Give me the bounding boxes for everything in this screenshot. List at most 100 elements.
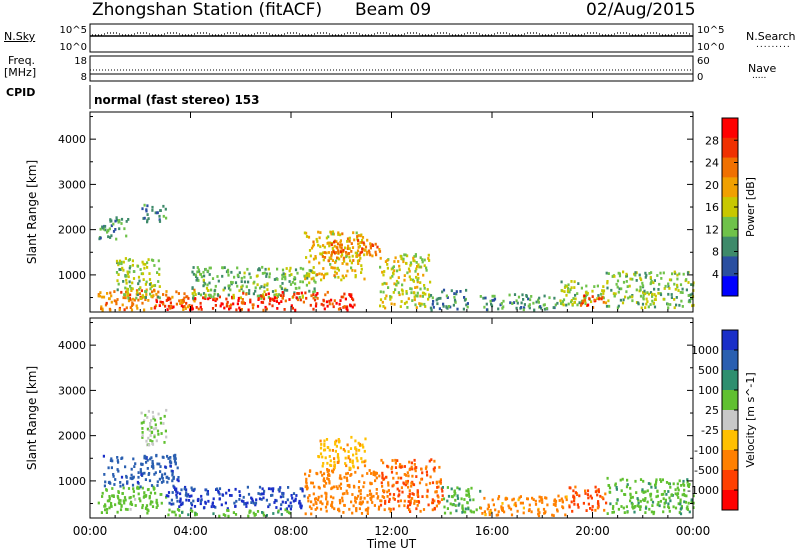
- data-cell: [126, 508, 129, 511]
- data-cell: [125, 290, 128, 294]
- data-cell: [255, 274, 258, 278]
- data-patch: [479, 494, 568, 518]
- data-cell: [155, 300, 158, 304]
- data-cell: [327, 259, 330, 263]
- data-cell: [299, 502, 302, 506]
- data-cell: [141, 260, 144, 264]
- data-cell: [137, 471, 140, 474]
- data-cell: [651, 504, 654, 507]
- data-cell: [412, 493, 415, 496]
- data-cell: [491, 299, 494, 302]
- data-cell: [348, 466, 351, 470]
- data-cell: [409, 501, 412, 505]
- data-cell: [348, 247, 351, 250]
- data-cell: [636, 504, 639, 508]
- data-cell: [134, 498, 137, 501]
- data-cell: [186, 295, 189, 299]
- data-cell: [651, 292, 654, 296]
- data-cell: [403, 465, 406, 468]
- data-cell: [322, 276, 325, 280]
- data-cell: [203, 274, 206, 278]
- data-cell: [359, 501, 362, 504]
- data-cell: [382, 290, 385, 294]
- data-cell: [175, 302, 178, 306]
- data-cell: [280, 300, 283, 303]
- data-cell: [149, 502, 152, 506]
- data-cell: [317, 243, 320, 247]
- colorbar-swatch: [722, 118, 738, 139]
- data-cell: [148, 278, 152, 281]
- data-cell: [227, 293, 230, 297]
- data-cell: [677, 289, 680, 292]
- data-cell: [326, 242, 329, 245]
- data-cell: [465, 303, 468, 307]
- data-cell: [664, 498, 667, 502]
- data-cell: [407, 297, 410, 301]
- data-cell: [376, 245, 379, 249]
- data-cell: [319, 470, 322, 474]
- data-cell: [375, 488, 378, 491]
- data-cell: [339, 482, 343, 486]
- data-cell: [574, 491, 577, 494]
- data-cell: [314, 295, 317, 299]
- data-cell: [501, 508, 504, 512]
- data-cell: [584, 291, 588, 294]
- data-cell: [500, 506, 503, 510]
- data-cell: [351, 493, 354, 496]
- data-cell: [590, 300, 593, 304]
- data-cell: [672, 482, 675, 486]
- data-cell: [213, 289, 216, 293]
- data-cell: [307, 272, 310, 276]
- data-cell: [358, 442, 361, 446]
- data-cell: [676, 482, 679, 486]
- data-cell: [389, 507, 392, 511]
- data-cell: [190, 503, 194, 507]
- data-cell: [559, 299, 562, 303]
- data-cell: [308, 249, 312, 252]
- data-cell: [667, 285, 670, 288]
- data-cell: [149, 287, 152, 291]
- data-cell: [389, 276, 392, 280]
- data-cell: [145, 460, 148, 464]
- data-cell: [281, 500, 284, 504]
- data-cell: [647, 292, 650, 296]
- data-cell: [654, 298, 657, 301]
- data-cell: [230, 494, 233, 497]
- data-cell: [364, 437, 367, 441]
- data-cell: [108, 499, 111, 502]
- data-cell: [116, 468, 119, 471]
- data-cell: [374, 242, 377, 246]
- data-cell: [141, 427, 144, 430]
- data-cell: [566, 289, 570, 293]
- data-cell: [191, 306, 194, 310]
- data-cell: [145, 293, 148, 296]
- data-cell: [336, 267, 339, 270]
- data-cell: [271, 493, 274, 497]
- data-cell: [167, 491, 171, 494]
- data-cell: [142, 421, 145, 424]
- data-cell: [373, 471, 376, 475]
- data-cell: [131, 287, 134, 291]
- data-cell: [353, 238, 356, 242]
- data-cell: [277, 509, 280, 513]
- data-cell: [322, 251, 325, 255]
- data-cell: [619, 478, 622, 482]
- data-cell: [167, 457, 170, 460]
- data-cell: [170, 502, 173, 506]
- data-cell: [316, 297, 319, 300]
- data-cell: [265, 498, 268, 502]
- data-cell: [192, 499, 195, 503]
- data-cell: [123, 227, 126, 231]
- data-cell: [149, 292, 152, 296]
- data-cell: [656, 274, 659, 277]
- data-cell: [117, 282, 120, 286]
- data-cell: [387, 489, 390, 492]
- data-cell: [378, 474, 381, 478]
- data-cell: [238, 271, 241, 275]
- data-cell: [336, 455, 339, 459]
- data-cell: [149, 424, 152, 428]
- data-cell: [322, 258, 325, 262]
- data-cell: [594, 508, 597, 512]
- data-cell: [152, 464, 155, 468]
- data-cell: [204, 295, 207, 299]
